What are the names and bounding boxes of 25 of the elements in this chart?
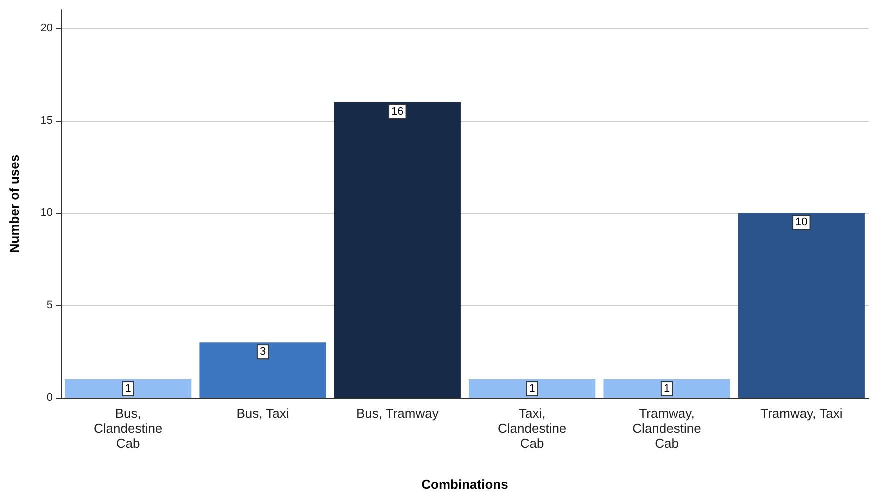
y-tick-label: 10 [40,207,53,220]
data-label: 16 [392,106,404,118]
bar [334,102,461,398]
bar [604,380,730,398]
x-tick-label: Tramway, Clandestine Cab [632,406,702,451]
y-axis-title: Number of uses [7,154,22,254]
x-tick-label: Bus, Taxi [236,406,290,421]
data-label: 1 [529,383,536,396]
bar [200,342,326,398]
y-tick-label: 15 [40,114,53,127]
data-label: 1 [125,383,132,396]
bar [65,380,192,398]
y-tick-label: 5 [46,300,53,312]
bar [738,213,865,398]
x-tick-label: Bus, Tramway [356,406,440,421]
x-axis-title: Combinations [422,477,508,492]
bar [469,380,596,398]
data-label: 1 [664,383,670,396]
data-label: 3 [260,346,266,358]
x-tick-label: Tramway, Taxi [760,406,843,421]
x-tick-label: Bus, Clandestine Cab [94,406,163,451]
x-tick-label: Taxi, Clandestine Cab [498,406,567,451]
y-tick-label: 20 [40,22,53,34]
y-tick-label: 0 [46,392,53,404]
data-label: 10 [796,216,808,229]
